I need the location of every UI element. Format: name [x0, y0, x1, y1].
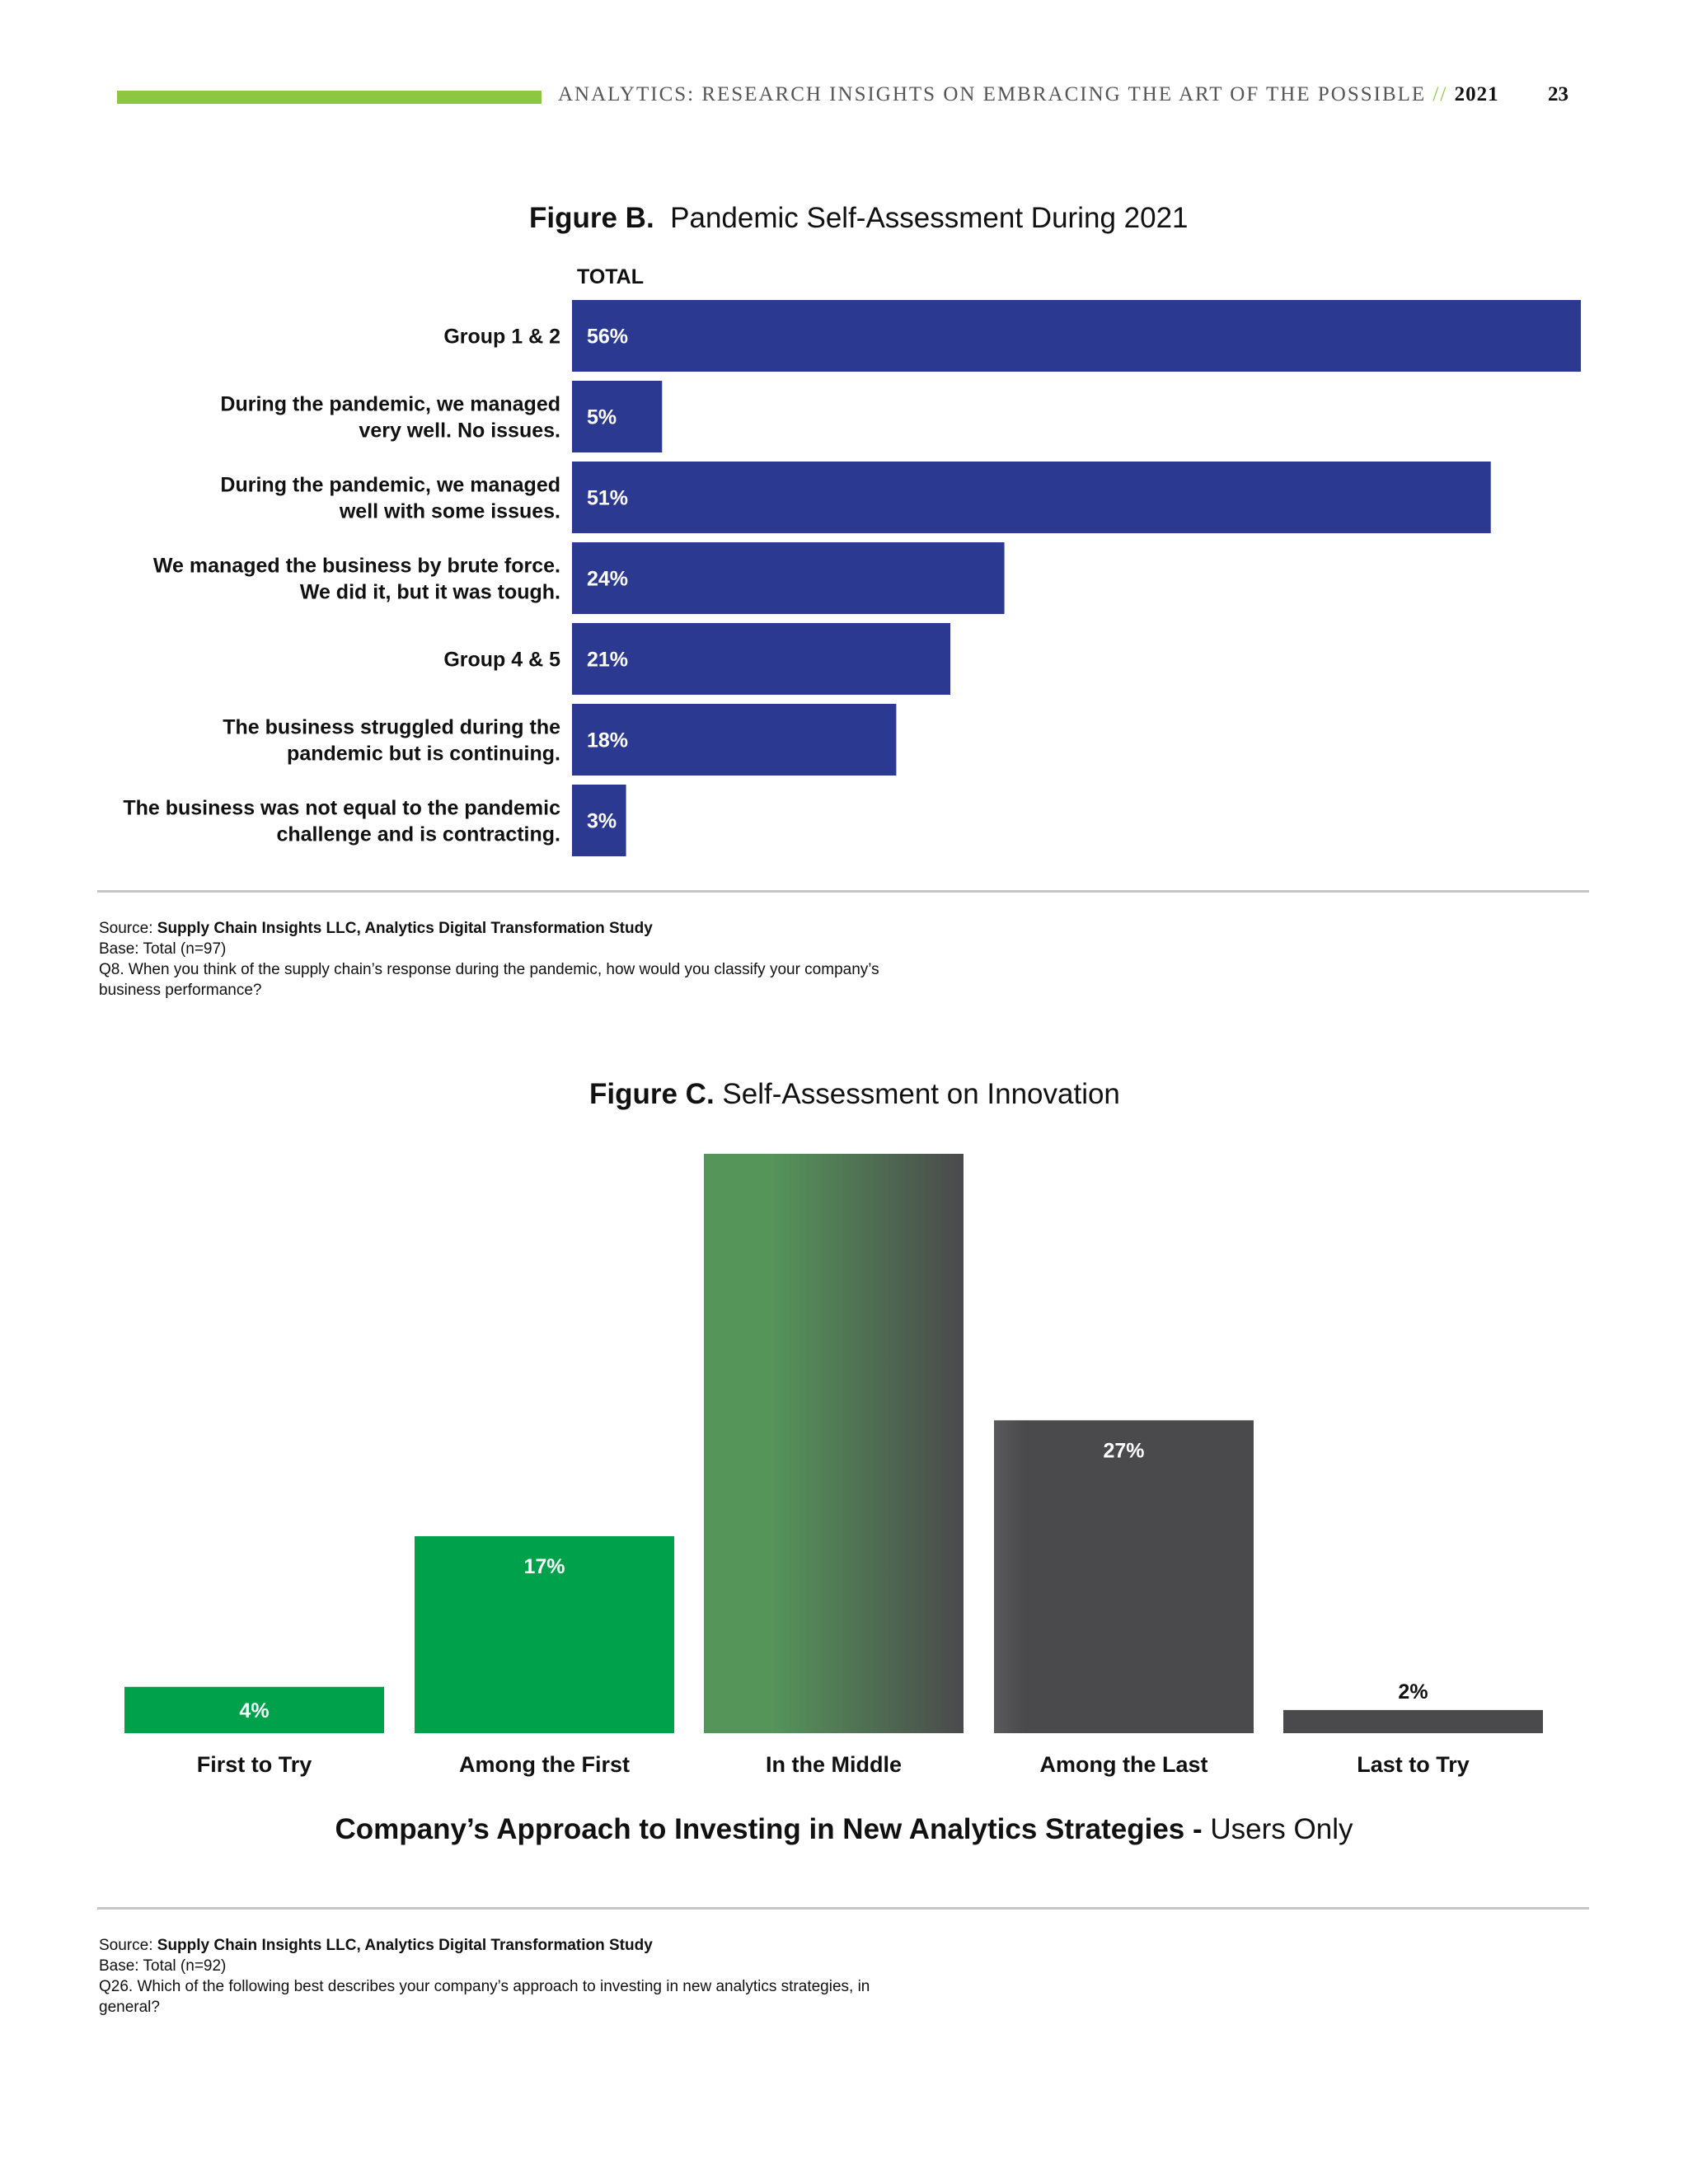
base-line: Base: Total (n=92): [99, 1957, 227, 1975]
source-name: Supply Chain Insights LLC, Analytics Dig…: [157, 1937, 653, 1954]
figure-b-label: Figure B.: [529, 202, 654, 234]
divider-rule: [97, 890, 1589, 893]
question-line: Q8. When you think of the supply chain’s…: [99, 961, 879, 999]
header-separator: //: [1432, 83, 1448, 105]
category-label: During the pandemic, we managed: [220, 474, 560, 497]
category-label: pandemic but is continuing.: [287, 743, 560, 766]
bar: [572, 300, 1581, 372]
header-year: 2021: [1454, 83, 1499, 105]
bar: [572, 542, 1005, 614]
category-label: We managed the business by brute force.: [153, 555, 560, 578]
bar-value-label: 56%: [587, 326, 628, 349]
base-line: Base: Total (n=97): [99, 940, 227, 958]
bar: [124, 1686, 384, 1733]
figure-c-axis-title: Company’s Approach to Investing in New A…: [0, 1813, 1688, 1846]
axis-title-rest: Users Only: [1210, 1813, 1353, 1845]
x-tick-label: In the Middle: [766, 1752, 902, 1777]
question-line: Q26. Which of the following best describ…: [99, 1978, 870, 2016]
bar: [704, 1154, 964, 1733]
bar-value-label: 3%: [587, 810, 617, 833]
bar-value-label: 17%: [523, 1555, 565, 1578]
category-label: During the pandemic, we managed: [220, 393, 560, 416]
bar: [415, 1535, 674, 1733]
header-title: ANALYTICS: RESEARCH INSIGHTS ON EMBRACIN…: [558, 83, 1427, 105]
bar: [572, 785, 626, 856]
page-number: 23: [1548, 83, 1568, 105]
divider-rule: [97, 1907, 1589, 1910]
category-label: Group 1 & 2: [443, 326, 560, 349]
figure-c-title: Figure C. Self-Assessment on Innovation: [589, 1078, 1120, 1111]
figure-c-title-text: Self-Assessment on Innovation: [722, 1078, 1120, 1110]
bar-value-label: 5%: [587, 406, 617, 429]
bar: [572, 704, 897, 776]
bar: [572, 462, 1491, 533]
category-label: very well. No issues.: [359, 419, 560, 443]
category-label: We did it, but it was tough.: [300, 581, 560, 604]
bar-value-label: 2%: [1398, 1680, 1428, 1704]
category-label: The business was not equal to the pandem…: [123, 797, 560, 820]
figure-c-chart: 4% First to Try 17% Among the First In the M…: [124, 1154, 1543, 1777]
source-line: Source: Supply Chain Insights LLC, Analy…: [99, 1935, 890, 1956]
figure-c-label: Figure C.: [589, 1078, 715, 1110]
header-accent-bar: [117, 91, 542, 104]
category-label: The business struggled during the: [223, 716, 560, 739]
x-tick-label: Last to Try: [1357, 1752, 1470, 1777]
x-tick-label: First to Try: [197, 1752, 312, 1777]
bar-value-label: 4%: [239, 1699, 269, 1722]
figure-c-source-note: Source: Supply Chain Insights LLC, Analy…: [99, 1935, 890, 2018]
category-label: challenge and is contracting.: [276, 823, 560, 846]
source-prefix: Source:: [99, 920, 153, 937]
bar: [1283, 1709, 1543, 1733]
x-tick-label: Among the First: [459, 1752, 630, 1777]
figure-b-title-text: Pandemic Self-Assessment During 2021: [670, 202, 1189, 234]
source-name: Supply Chain Insights LLC, Analytics Dig…: [157, 920, 653, 937]
figure-b-title: Figure B. Pandemic Self-Assessment Durin…: [529, 202, 1189, 235]
running-header: ANALYTICS: RESEARCH INSIGHTS ON EMBRACIN…: [558, 83, 1499, 106]
source-prefix: Source:: [99, 1937, 153, 1954]
bar: [572, 381, 663, 452]
source-line: Source: Supply Chain Insights LLC, Analy…: [99, 918, 890, 939]
figure-b-source-note: Source: Supply Chain Insights LLC, Analy…: [99, 918, 890, 1001]
bar: [572, 623, 950, 695]
category-label: Group 4 & 5: [443, 649, 560, 672]
axis-title-bold: Company’s Approach to Investing in New A…: [335, 1813, 1203, 1845]
x-tick-label: Among the Last: [1039, 1752, 1207, 1777]
bar-value-label: 24%: [587, 568, 628, 591]
figure-b-column-label: TOTAL: [577, 265, 645, 288]
bar: [994, 1420, 1254, 1733]
figure-b-chart: 56% Group 1 & 2 5% During the pandemic, we …: [123, 300, 1581, 856]
bar-value-label: 18%: [587, 729, 628, 752]
category-label: well with some issues.: [339, 500, 560, 523]
bar-value-label: 27%: [1103, 1439, 1144, 1462]
bar-value-label: 51%: [587, 487, 628, 510]
bar-value-label: 21%: [587, 649, 628, 672]
